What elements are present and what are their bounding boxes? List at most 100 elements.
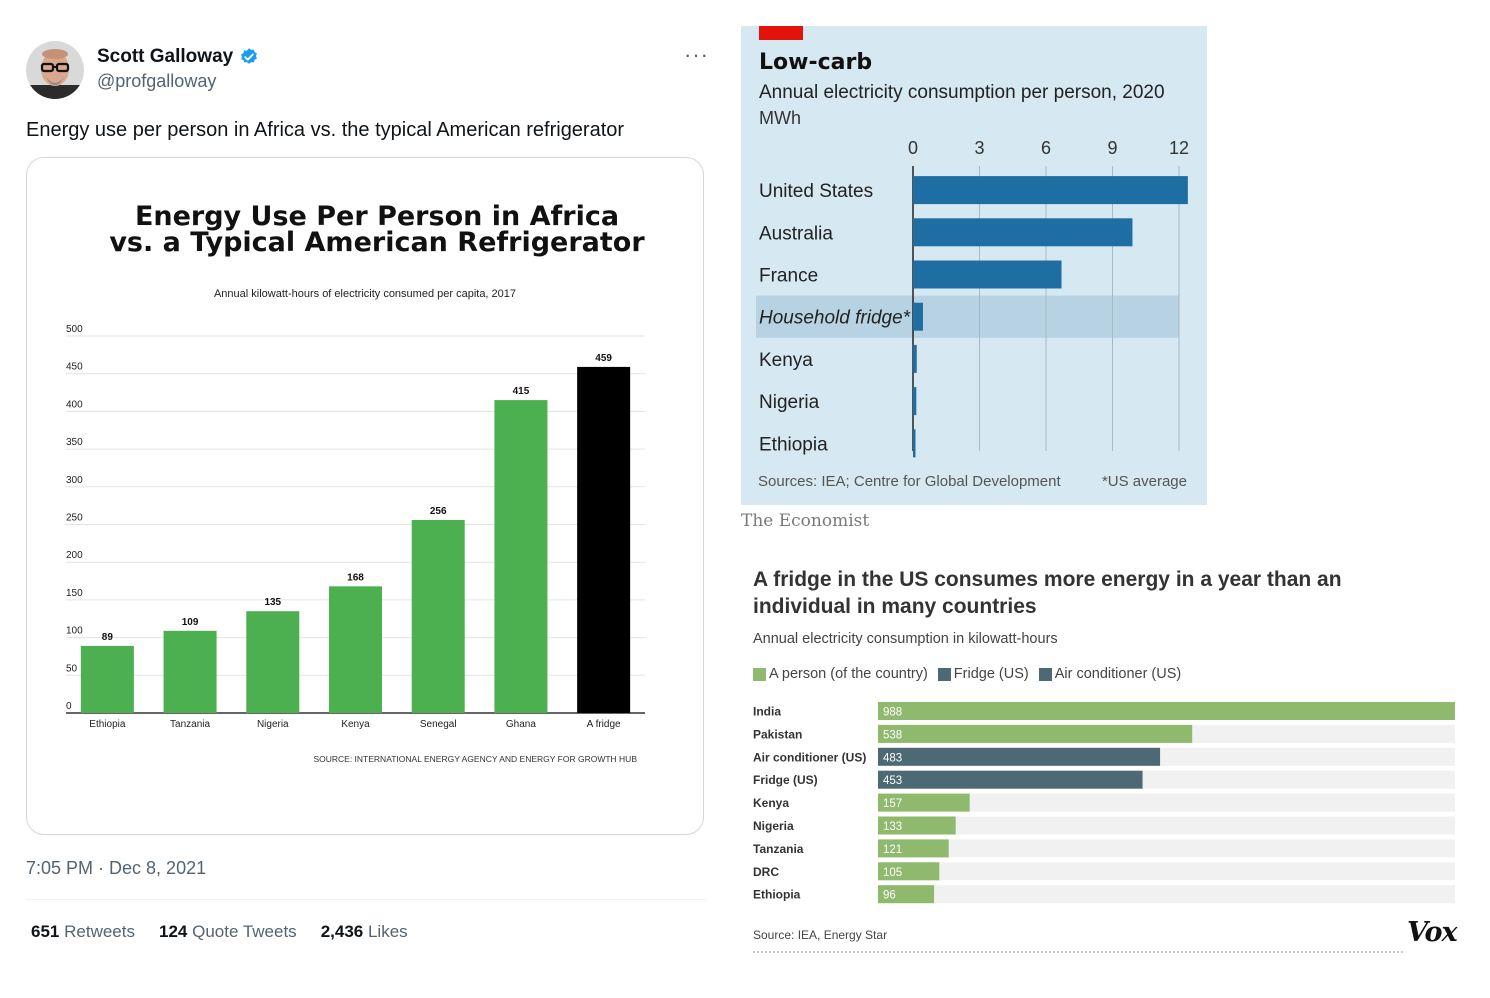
vox-source: Source: IEA, Energy Star <box>753 928 888 942</box>
bar-value-label: 256 <box>430 506 447 517</box>
bar-ghana <box>494 400 548 713</box>
category-label: United States <box>759 181 873 202</box>
bar-ethiopia <box>878 885 935 904</box>
category-label: Nigeria <box>759 392 820 413</box>
bar-value-label: 109 <box>182 617 199 628</box>
likes-stat[interactable]: 2,436 Likes <box>321 922 408 942</box>
bar-fridge-us- <box>878 770 1143 789</box>
vox-title: A fridge in the US consumes more energy … <box>753 568 1342 618</box>
bar-australia <box>913 218 1133 247</box>
economist-chart-panel: Low-carb Annual electricity consumption … <box>741 26 1207 505</box>
likes-label: Likes <box>367 922 408 941</box>
more-options-icon[interactable]: ··· <box>684 42 709 67</box>
chart-source: SOURCE: INTERNATIONAL ENERGY AGENCY AND … <box>313 754 637 764</box>
bar-value-label: 168 <box>347 572 364 583</box>
bar-drc <box>878 862 940 881</box>
bar-value-label: 459 <box>595 353 612 364</box>
legend-ac: Air conditioner (US) <box>1038 666 1181 682</box>
quote-tweets-stat[interactable]: 124 Quote Tweets <box>159 922 297 942</box>
category-label: Tanzania <box>753 842 804 856</box>
x-tick-label: 3 <box>974 138 984 158</box>
y-tick-label: 100 <box>66 626 83 637</box>
x-tick-label: Tanzania <box>170 719 210 730</box>
author-name[interactable]: Scott Galloway <box>97 46 259 68</box>
verified-badge-icon <box>241 48 258 64</box>
bar-value-label: 133 <box>883 821 902 833</box>
x-tick-label: Kenya <box>341 719 370 730</box>
y-tick-label: 400 <box>66 399 83 410</box>
divider <box>26 899 706 900</box>
bar-track <box>878 816 1455 835</box>
category-label: Kenya <box>759 350 813 371</box>
bar-kenya <box>878 793 970 812</box>
bar-senegal <box>411 519 465 713</box>
bar-ethiopia <box>913 429 916 458</box>
bar-tanzania <box>878 839 949 858</box>
bar-value-label: 415 <box>513 386 530 397</box>
chart-title-line-1: Energy Use Per Person in Africa <box>135 201 619 232</box>
category-label: DRC <box>753 865 779 879</box>
bar-united-states <box>913 176 1188 205</box>
retweets-stat[interactable]: 651 Retweets <box>31 922 135 942</box>
economist-title: Low-carb <box>759 50 872 75</box>
category-label: Fridge (US) <box>753 773 818 787</box>
africa-vs-fridge-chart: Energy Use Per Person in Africa vs. a Ty… <box>66 201 645 764</box>
vox-logo: Vox <box>1407 917 1458 948</box>
x-tick-label: A fridge <box>587 719 621 730</box>
x-tick-label: 0 <box>908 138 918 158</box>
economist-unit: MWh <box>759 108 801 128</box>
bar-value-label: 538 <box>883 729 902 741</box>
tweet-media-card[interactable]: Energy Use Per Person in Africa vs. a Ty… <box>26 157 704 835</box>
retweets-label: Retweets <box>64 922 135 941</box>
category-label: Kenya <box>753 796 789 810</box>
bar-track <box>878 793 1455 812</box>
economist-brand: The Economist <box>741 511 870 531</box>
economist-subtitle: Annual electricity consumption per perso… <box>759 82 1165 103</box>
category-label: Ethiopia <box>753 888 801 902</box>
bar-household-fridge- <box>913 302 923 331</box>
chart-subtitle: Annual kilowatt-hours of electricity con… <box>214 288 516 300</box>
avatar[interactable] <box>26 41 84 99</box>
y-tick-label: 0 <box>66 701 72 712</box>
quote-tweets-label: Quote Tweets <box>192 922 297 941</box>
legend-fridge-label: Fridge (US) <box>953 666 1029 682</box>
bar-value-label: 121 <box>883 844 902 856</box>
category-label: Nigeria <box>753 819 794 833</box>
avatar-portrait-icon <box>26 41 84 99</box>
retweets-count: 651 <box>31 922 60 941</box>
bar-air-conditioner-us- <box>878 747 1161 766</box>
x-tick-label: Nigeria <box>257 719 289 730</box>
y-tick-label: 150 <box>66 588 83 599</box>
y-tick-label: 250 <box>66 513 83 524</box>
bar-track <box>878 862 1455 881</box>
y-tick-label: 200 <box>66 550 83 561</box>
y-tick-label: 50 <box>66 663 78 674</box>
chart-title-line-2: vs. a Typical American Refrigerator <box>109 227 645 258</box>
bar-nigeria <box>913 387 917 416</box>
category-label: India <box>753 705 781 719</box>
legend-fridge: Fridge (US) <box>937 666 1029 682</box>
bar-value-label: 89 <box>102 632 114 643</box>
legend-swatch-fridge <box>937 667 951 681</box>
category-label: Air conditioner (US) <box>753 750 866 764</box>
legend-swatch-person <box>753 667 766 681</box>
author-handle[interactable]: @profgalloway <box>97 71 217 91</box>
bar-kenya <box>329 586 382 713</box>
economist-note: *US average <box>1102 473 1187 490</box>
y-tick-label: 300 <box>66 475 83 486</box>
legend-swatch-ac <box>1038 667 1052 681</box>
economist-source: Sources: IEA; Centre for Global Developm… <box>758 473 1061 490</box>
economist-red-tab <box>759 26 803 40</box>
bar-value-label: 157 <box>883 798 902 810</box>
bar-track <box>878 885 1455 904</box>
y-tick-label: 350 <box>66 437 83 448</box>
bar-france <box>913 260 1062 289</box>
legend-person-label: A person (of the country) <box>769 666 928 682</box>
bar-india <box>878 702 1455 720</box>
category-label: Household fridge* <box>759 308 911 329</box>
bar-pakistan <box>878 724 1193 743</box>
y-tick-label: 450 <box>66 362 83 373</box>
bar-value-label: 483 <box>883 752 902 764</box>
bar-value-label: 105 <box>883 867 902 879</box>
tweet-timestamp[interactable]: 7:05 PM · Dec 8, 2021 <box>26 858 207 878</box>
